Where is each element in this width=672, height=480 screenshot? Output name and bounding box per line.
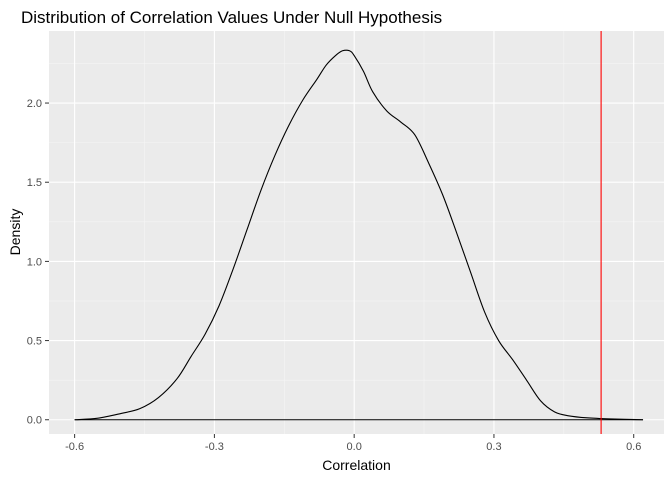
density-curve-0 (74, 49, 644, 421)
y-axis-title: Density (7, 209, 23, 256)
x-tick-label-2: 0.0 (347, 441, 362, 453)
axis-ticks (45, 102, 635, 438)
y-tick-label-4: 2.0 (27, 98, 42, 110)
major-gridlines (49, 31, 664, 434)
x-tick-label-1: -0.3 (205, 441, 224, 453)
plot-panel (49, 31, 664, 434)
chart-title: Distribution of Correlation Values Under… (21, 8, 442, 27)
x-tick-label-0: -0.6 (65, 441, 84, 453)
x-axis-title: Correlation (322, 457, 390, 473)
series-layer (74, 31, 644, 434)
y-tick-label-3: 1.5 (27, 177, 42, 189)
y-tick-label-1: 0.5 (27, 336, 42, 348)
tick-labels: -0.6 -0.3 0.0 0.3 0.6 0.0 0.5 1.0 1.5 2.0 (27, 98, 642, 453)
x-tick-label-4: 0.6 (626, 441, 641, 453)
y-tick-label-2: 1.0 (27, 256, 42, 268)
y-tick-label-0: 0.0 (27, 415, 42, 427)
x-tick-label-3: 0.3 (486, 441, 501, 453)
minor-gridlines (49, 31, 664, 434)
